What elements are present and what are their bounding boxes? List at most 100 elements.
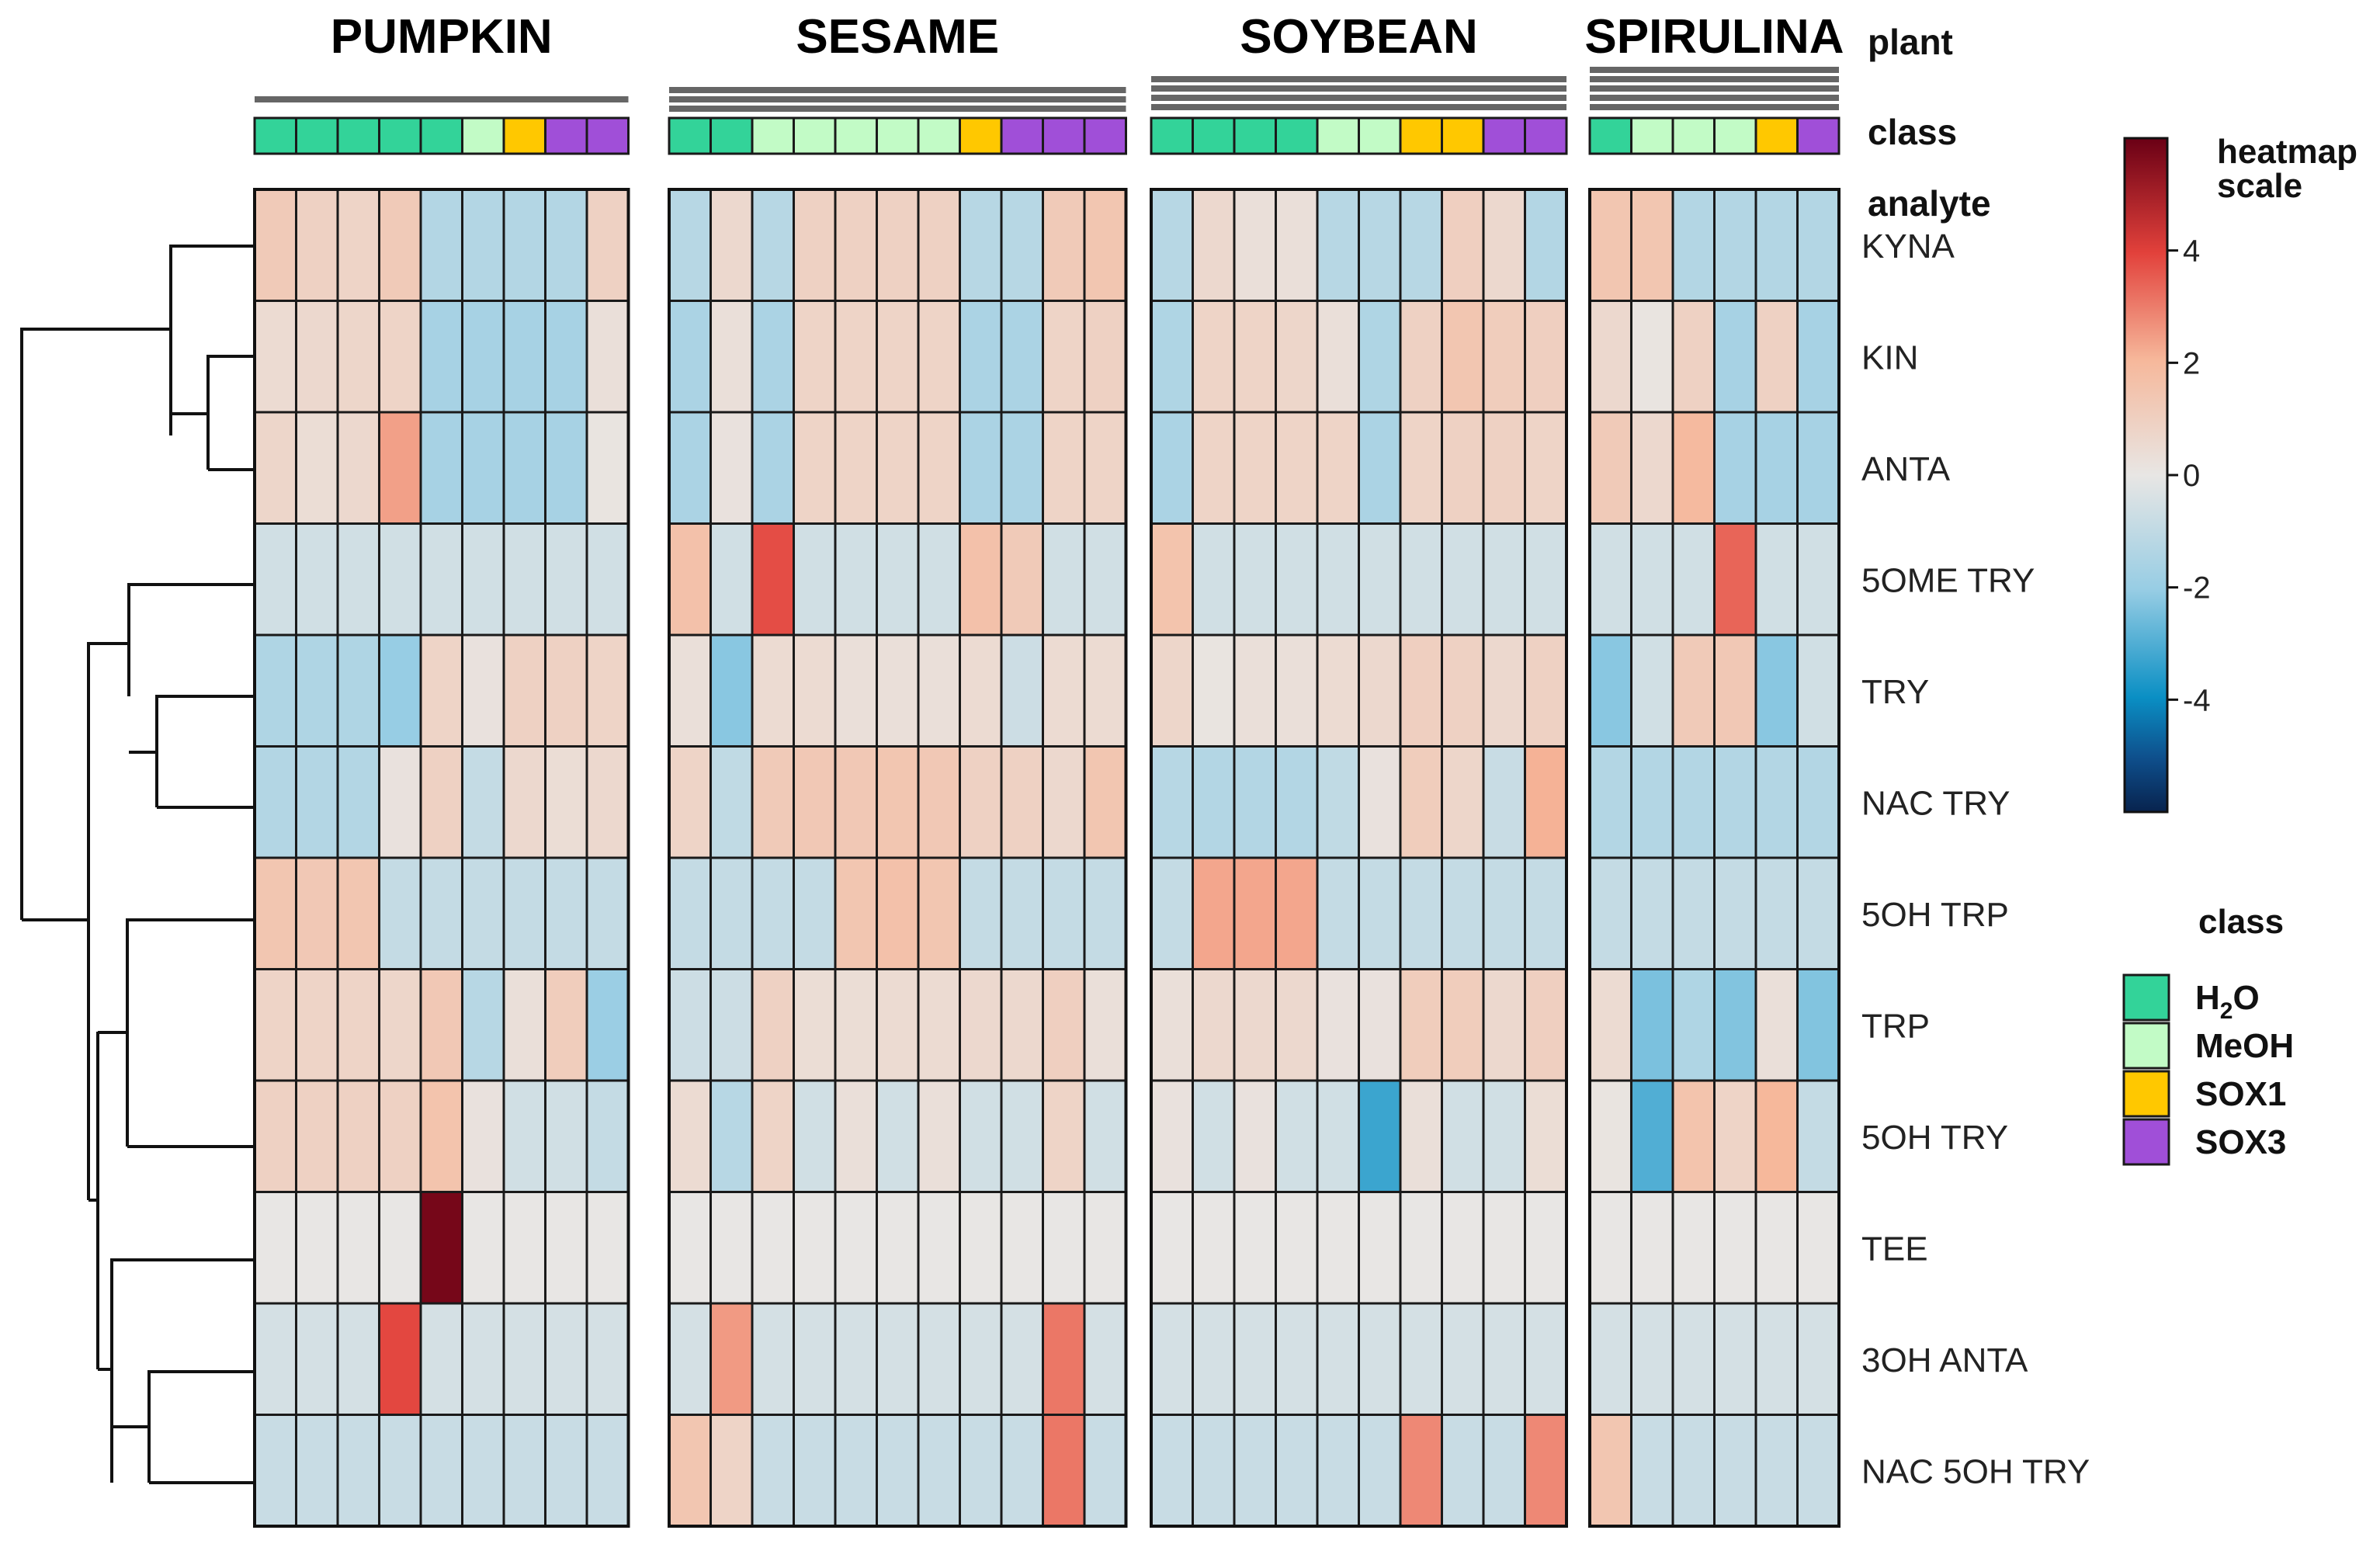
heatmap-cell bbox=[378, 411, 422, 525]
heatmap-cell bbox=[295, 856, 339, 970]
heatmap-cell bbox=[1796, 300, 1841, 414]
heatmap-cell bbox=[793, 1079, 837, 1193]
plant-annotation-bars bbox=[255, 67, 1839, 112]
heatmap-cell bbox=[1524, 1191, 1568, 1305]
heatmap-cell bbox=[1399, 745, 1443, 859]
heatmap-cell bbox=[709, 1079, 754, 1193]
heatmap-cell bbox=[461, 522, 505, 637]
heatmap-cell bbox=[1150, 1302, 1194, 1416]
heatmap-cell bbox=[253, 856, 297, 970]
heatmap-cell bbox=[1482, 856, 1526, 970]
plant-title-pumpkin: PUMPKIN bbox=[331, 10, 553, 64]
heatmap-cell bbox=[1000, 856, 1044, 970]
heatmap-cell bbox=[544, 968, 588, 1082]
heatmap-cell bbox=[1275, 745, 1319, 859]
heatmap-cell bbox=[1796, 633, 1841, 748]
heatmap-cell bbox=[1150, 411, 1194, 525]
heatmap-cell bbox=[1358, 856, 1402, 970]
heatmap-cell bbox=[1630, 1079, 1674, 1193]
heatmap-cell bbox=[1588, 300, 1632, 414]
heatmap-cell bbox=[1000, 1414, 1044, 1528]
heatmap-cell bbox=[378, 522, 422, 637]
heatmap-cell bbox=[502, 1302, 546, 1416]
heatmap-cell bbox=[1441, 856, 1485, 970]
heatmap-cell bbox=[1042, 1079, 1086, 1193]
heatmap-cell bbox=[1233, 633, 1277, 748]
heatmap-cell bbox=[1316, 1079, 1360, 1193]
heatmap-cell bbox=[668, 188, 712, 302]
heatmap-cell bbox=[419, 1191, 463, 1305]
heatmap-cell bbox=[1316, 633, 1360, 748]
heatmap-cell bbox=[419, 1302, 463, 1416]
heatmap-cell bbox=[1275, 1414, 1319, 1528]
heatmap-cell bbox=[834, 1191, 878, 1305]
plant-bar bbox=[1590, 67, 1839, 73]
heatmap-cell bbox=[1630, 411, 1674, 525]
class-cell-h2o bbox=[1233, 116, 1277, 155]
heatmap-cell bbox=[1358, 745, 1402, 859]
heatmap-cell bbox=[751, 1302, 795, 1416]
heatmap-cell bbox=[1796, 1414, 1841, 1528]
plant-header-label: plant bbox=[1868, 22, 1953, 62]
class-cell-meoh bbox=[917, 116, 961, 155]
heatmap-cell bbox=[917, 968, 961, 1082]
heatmap-cell bbox=[834, 633, 878, 748]
class-legend-title: class bbox=[2198, 903, 2284, 941]
heatmap-cell bbox=[585, 188, 630, 302]
scale-tick-label: 0 bbox=[2183, 459, 2200, 493]
heatmap-cell bbox=[668, 411, 712, 525]
heatmap-cell bbox=[253, 411, 297, 525]
heatmap-cell bbox=[876, 745, 920, 859]
heatmap-cell bbox=[544, 522, 588, 637]
heatmap-cell bbox=[917, 633, 961, 748]
heatmap-cell bbox=[544, 1079, 588, 1193]
heatmap-cell bbox=[1042, 411, 1086, 525]
heatmap-cell bbox=[1441, 300, 1485, 414]
heatmap-cell bbox=[1588, 745, 1632, 859]
heatmap-cell bbox=[585, 300, 630, 414]
analyte-label: KIN bbox=[1861, 338, 1918, 376]
heatmap-cell bbox=[378, 1414, 422, 1528]
heatmap-cell bbox=[461, 968, 505, 1082]
heatmap-cell bbox=[253, 745, 297, 859]
legend-label-sox3: SOX3 bbox=[2195, 1123, 2286, 1161]
heatmap-cell bbox=[917, 856, 961, 970]
heatmap-cell bbox=[1713, 188, 1757, 302]
heatmap-cell bbox=[876, 1191, 920, 1305]
heatmap-cell bbox=[544, 300, 588, 414]
heatmap-cell bbox=[295, 300, 339, 414]
heatmap-cell bbox=[502, 968, 546, 1082]
heatmap-cell bbox=[502, 188, 546, 302]
heatmap-cell bbox=[793, 411, 837, 525]
row-dendrogram bbox=[20, 245, 255, 1484]
heatmap-cell bbox=[959, 188, 1003, 302]
heatmap-cell bbox=[668, 1079, 712, 1193]
heatmap-cell bbox=[1482, 1302, 1526, 1416]
plant-bar bbox=[669, 87, 1126, 93]
heatmap-cell bbox=[793, 1414, 837, 1528]
heatmap-cell bbox=[1630, 856, 1674, 970]
class-cell-sox3 bbox=[1482, 116, 1526, 155]
heatmap-cell bbox=[461, 300, 505, 414]
heatmap-cell bbox=[1000, 1079, 1044, 1193]
plant-bar bbox=[1590, 95, 1839, 101]
heatmap-cell bbox=[751, 1414, 795, 1528]
heatmap-cell bbox=[378, 1302, 422, 1416]
heatmap-cell bbox=[1713, 968, 1757, 1082]
heatmap-cell bbox=[1630, 1191, 1674, 1305]
heatmap-cell bbox=[793, 300, 837, 414]
heatmap-cell bbox=[1150, 1191, 1194, 1305]
heatmap-cell bbox=[668, 968, 712, 1082]
heatmap-cell bbox=[751, 1191, 795, 1305]
heatmap-cell bbox=[378, 300, 422, 414]
heatmap-cell bbox=[1083, 968, 1127, 1082]
heatmap-cell bbox=[1796, 522, 1841, 637]
heatmap-cell bbox=[253, 522, 297, 637]
class-cell-meoh bbox=[793, 116, 837, 155]
heatmap-cell bbox=[1275, 856, 1319, 970]
heatmap-cell bbox=[585, 1302, 630, 1416]
heatmap-cell bbox=[1358, 1414, 1402, 1528]
heatmap-cell bbox=[793, 522, 837, 637]
